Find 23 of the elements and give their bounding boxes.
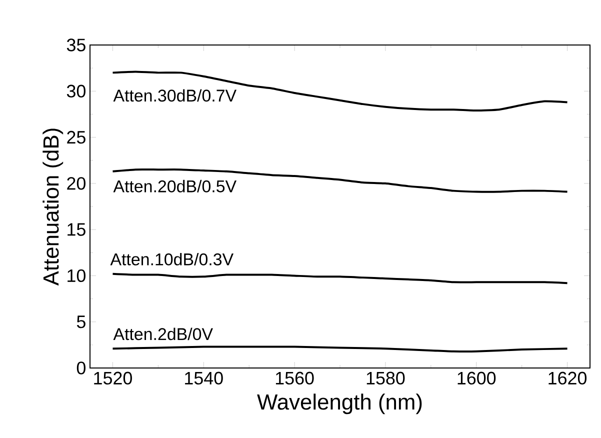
y-axis-title: Attenuation (dB) bbox=[42, 128, 64, 286]
series-label: Atten.2dB/0V bbox=[113, 328, 213, 340]
x-tick-label: 1580 bbox=[366, 372, 405, 385]
series-label: Atten.20dB/0.5V bbox=[113, 180, 236, 192]
y-tick-label: 0 bbox=[76, 362, 86, 374]
y-tick-label: 35 bbox=[66, 38, 86, 52]
y-tick-label: 15 bbox=[68, 223, 86, 236]
x-tick-label: 1540 bbox=[185, 372, 223, 385]
y-tick-label: 25 bbox=[67, 130, 86, 144]
x-tick-label: 1620 bbox=[548, 372, 587, 385]
x-tick-label: 1600 bbox=[458, 372, 496, 385]
y-tick-label: 20 bbox=[67, 177, 86, 190]
line-series bbox=[112, 70, 568, 112]
series-label: Atten.30dB/0.7V bbox=[113, 89, 236, 102]
y-tick-label: 5 bbox=[76, 316, 86, 328]
line-series bbox=[112, 272, 568, 284]
series-label: Atten.10dB/0.3V bbox=[110, 252, 234, 266]
y-tick-label: 30 bbox=[66, 84, 86, 98]
x-tick-label: 1520 bbox=[94, 372, 132, 385]
line-series bbox=[112, 168, 568, 193]
y-tick-label: 10 bbox=[68, 269, 86, 282]
x-axis-title: Wavelength (nm) bbox=[257, 394, 422, 414]
x-tick-label: 1560 bbox=[276, 372, 314, 385]
